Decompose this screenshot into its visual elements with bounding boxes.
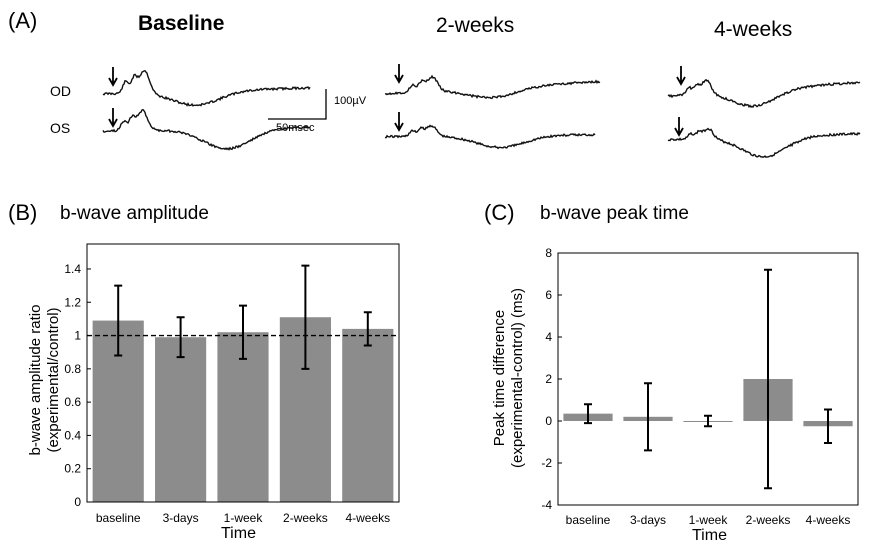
erg-traces	[102, 64, 861, 159]
trace-4weeks-od	[667, 78, 861, 109]
chart-b-y-tick-label: 1.4	[64, 262, 81, 276]
chart-b-x-tick-label: 3-days	[163, 511, 199, 525]
chart-b-error-bar-4-weeks	[363, 311, 372, 347]
chart-c-x-tick-label: 4-weeks	[806, 513, 851, 527]
chart-b-x-tick-label: 2-weeks	[283, 511, 328, 525]
chart-c-plot-frame	[557, 252, 859, 506]
trace-title-2-weeks: 2-weeks	[436, 14, 515, 37]
chart-b-error-bar-baseline	[114, 284, 123, 357]
chart-b: 0 0.2 0.4 0.6 0.8 1 1.2 1.4 baseline 3-days 1-week…	[64, 243, 400, 525]
chart-c-y-tick-label: -2	[541, 456, 552, 470]
chart-b-y-tick-label: 0.2	[64, 462, 81, 476]
trace-2weeks-od	[384, 74, 601, 100]
trace-4weeks-os	[667, 127, 861, 159]
chart-b-bar-1-week	[217, 332, 269, 502]
chart-b-bar-4-weeks	[342, 328, 394, 502]
chart-c-error-bar-2-weeks	[764, 268, 772, 490]
chart-c-y-tick-label: 4	[545, 330, 552, 344]
trace-title-baseline: Baseline	[138, 12, 225, 35]
chart-b-title: b-wave amplitude	[60, 203, 209, 224]
chart-c-x-tick-label: 1-week	[689, 513, 729, 527]
stimulus-arrow-icon	[394, 64, 404, 84]
trace-title-4-weeks: 4-weeks	[714, 18, 793, 41]
chart-c-error-bar-4-weeks	[824, 408, 832, 445]
stimulus-arrow-icon	[108, 108, 118, 128]
chart-b-y-tick-label: 1	[74, 329, 81, 343]
scale-bar-amplitude-label: 100µV	[334, 95, 367, 107]
chart-b-error-bar-2-weeks	[301, 264, 310, 370]
chart-c-y-tick-label: 8	[545, 246, 552, 260]
chart-b-y-tick-label: 1.2	[64, 295, 81, 309]
stimulus-arrow-icon	[674, 117, 684, 137]
chart-c-y-tick-label: 6	[545, 288, 552, 302]
chart-b-x-tick-label: 4-weeks	[345, 511, 390, 525]
scale-bar	[268, 89, 327, 120]
chart-b-x-axis-title: Time	[221, 525, 256, 542]
chart-c-x-tick-label: 3-days	[630, 513, 666, 527]
chart-b-x-tick-label: 1-week	[224, 511, 264, 525]
chart-c: -4 -2 0 2 4 6 8 baseline 3-days 1-week 2-weeks 4-we…	[541, 246, 859, 527]
chart-c-x-tick-label: 2-weeks	[746, 513, 791, 527]
chart-c-y-tick-label: -4	[541, 498, 552, 512]
chart-c-y-tick-label: 0	[545, 414, 552, 428]
chart-b-y-tick-label: 0	[74, 495, 81, 509]
chart-c-y-tick-label: 2	[545, 372, 552, 386]
trace-baseline-os	[102, 108, 311, 151]
panel-a-label: (A)	[8, 8, 38, 33]
panel-c-label: (C)	[484, 200, 515, 225]
chart-c-x-axis-title: Time	[692, 527, 727, 544]
chart-c-error-bar-baseline	[584, 403, 592, 425]
panel-b-label: (B)	[8, 200, 38, 225]
row-label-od: OD	[50, 83, 71, 99]
stimulus-arrow-icon	[676, 66, 686, 86]
trace-baseline-od	[102, 70, 311, 107]
trace-2weeks-os	[384, 124, 596, 150]
chart-b-error-bar-1-week	[239, 304, 247, 360]
chart-b-y-tick-label: 0.4	[64, 428, 81, 442]
chart-b-plot-frame	[86, 243, 400, 503]
chart-c-title: b-wave peak time	[540, 203, 689, 224]
chart-b-bar-3-days	[155, 337, 207, 502]
chart-b-x-tick-label: baseline	[96, 511, 141, 525]
chart-c-error-bar-1-week	[704, 414, 712, 428]
chart-c-error-bar-3-days	[644, 382, 652, 452]
stimulus-arrow-icon	[394, 112, 404, 132]
chart-b-y-tick-label: 0.8	[64, 362, 81, 376]
chart-b-y-tick-label: 0.6	[64, 395, 81, 409]
stimulus-arrow-icon	[108, 67, 118, 87]
chart-c-x-tick-label: baseline	[566, 513, 611, 527]
chart-b-error-bar-3-days	[176, 316, 185, 359]
row-label-os: OS	[50, 120, 71, 136]
